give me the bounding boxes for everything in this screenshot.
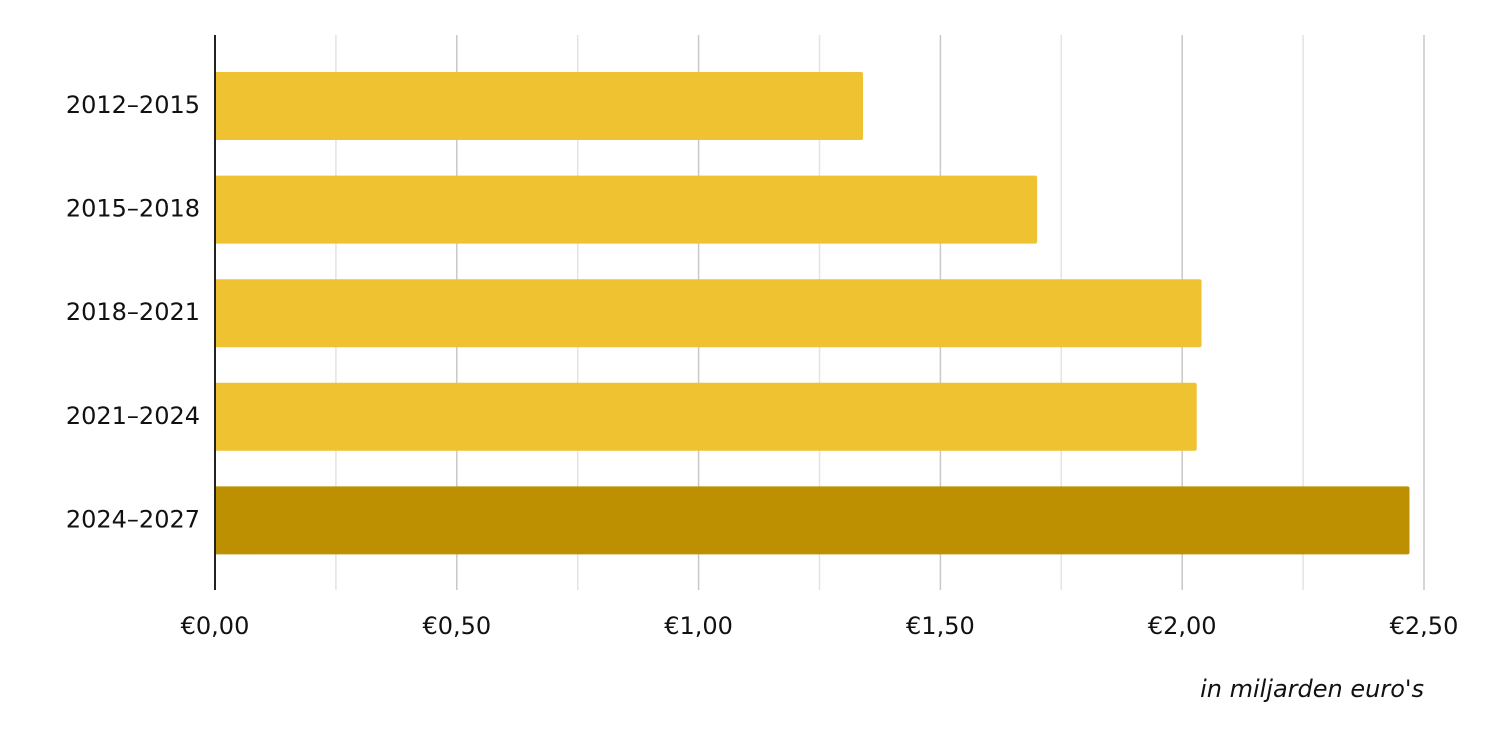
bar-2015–2018 — [215, 175, 1038, 244]
bar-2012–2015 — [215, 72, 864, 140]
x-tick-label: €1,00 — [664, 612, 733, 640]
x-tick-label: €0,50 — [422, 612, 491, 640]
x-tick-label: €0,00 — [181, 612, 250, 640]
category-label: 2021–2024 — [66, 402, 200, 430]
x-tick-label: €2,50 — [1390, 612, 1459, 640]
category-label: 2015–2018 — [66, 195, 200, 223]
bar-2024–2027 — [215, 486, 1410, 555]
labels-layer: €0,00 €0,50 €1,00 €1,50 €2,00 €2,50 2012–2015 2… — [66, 91, 1459, 640]
category-label: 2024–2027 — [66, 505, 200, 533]
bar-2021–2024 — [215, 382, 1197, 451]
category-label: 2018–2021 — [66, 298, 200, 326]
bar-2018–2021 — [215, 279, 1202, 348]
x-tick-label: €2,00 — [1148, 612, 1217, 640]
x-tick-label: €1,50 — [906, 612, 975, 640]
category-label: 2012–2015 — [66, 91, 200, 119]
bars-layer — [215, 72, 1410, 555]
unit-label: in miljarden euro's — [1200, 675, 1424, 703]
